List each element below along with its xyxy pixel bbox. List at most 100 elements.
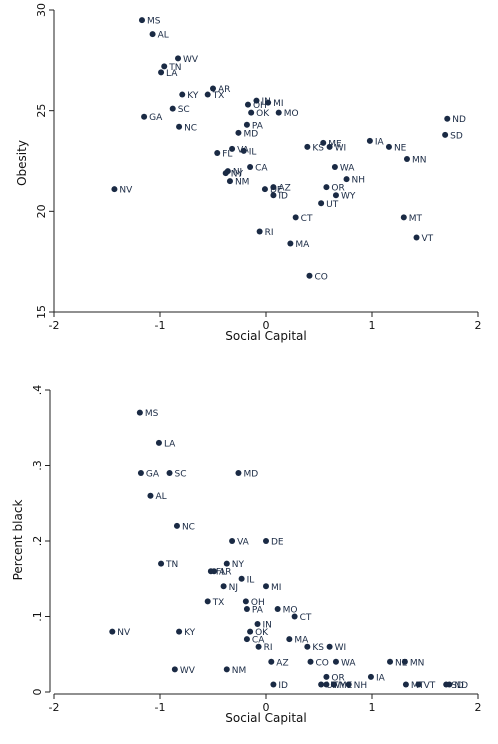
obesity-x-tick-label: 0 [263, 319, 270, 332]
obesity-point-label-co: CO [314, 272, 327, 282]
obesity-point-nc [176, 123, 183, 130]
percent-black-point-label-oh: OH [251, 598, 265, 608]
percent-black-point-ga [137, 470, 144, 477]
percent-black-point-sc [166, 470, 173, 477]
obesity-point-label-mi: MI [273, 99, 283, 109]
obesity-point-tn [161, 63, 168, 70]
percent-black-point-nm [223, 666, 230, 673]
obesity-point-ny [222, 170, 229, 177]
obesity-point-label-ct: CT [301, 214, 313, 224]
percent-black-point-label-id: ID [278, 681, 288, 691]
obesity-y-tick-label: 30 [35, 3, 48, 17]
percent-black-point-pa [243, 605, 250, 612]
percent-black-point-label-in: IN [263, 621, 272, 631]
percent-black-point-label-co: CO [316, 658, 329, 668]
obesity-point-label-wa: WA [340, 164, 355, 174]
percent-black-point-az [268, 658, 275, 665]
percent-black-point-label-ca: CA [252, 636, 265, 646]
percent-black-point-label-nc: NC [182, 522, 195, 532]
obesity-point-label-ne: NE [394, 143, 407, 153]
obesity-point-nd [444, 115, 451, 122]
percent-black-point-ny [223, 560, 230, 567]
obesity-point-label-ks: KS [312, 143, 324, 153]
percent-black-point-ca [243, 636, 250, 643]
obesity-point-ne [385, 143, 392, 150]
obesity-x-tick-label: 1 [369, 319, 376, 332]
percent-black-point-ks [304, 643, 311, 650]
obesity-point-label-mo: MO [284, 109, 299, 119]
percent-black-point-label-ga: GA [146, 470, 160, 480]
obesity-point-az [270, 184, 277, 191]
obesity-point-al [149, 31, 156, 38]
percent-black-point-md [235, 470, 242, 477]
percent-black-point-label-mi: MI [271, 583, 281, 593]
obesity-point-label-wv: WV [183, 55, 199, 65]
percent-black-point-ma [286, 636, 293, 643]
percent-black-point-label-vt: VT [424, 681, 436, 691]
percent-black-point-label-va: VA [237, 538, 250, 548]
obesity-point-sc [169, 105, 176, 112]
percent-black-scatter-chart: Percent black Social Capital -2 -1 0 1 2 0 .1.… [11, 385, 482, 725]
obesity-point-label-wy: WY [341, 192, 356, 202]
obesity-point-ia [366, 137, 373, 144]
obesity-point-label-ga: GA [149, 113, 163, 123]
obesity-y-axis-title: Obesity [15, 140, 29, 186]
percent-black-point-label-nh: NH [354, 681, 368, 691]
obesity-point-label-tx: TX [212, 91, 225, 101]
obesity-point-ga [141, 113, 148, 120]
percent-black-point-label-az: AZ [276, 658, 288, 668]
percent-black-point-va [229, 538, 236, 544]
obesity-point-vt [413, 234, 420, 241]
percent-black-x-tick-label: 0 [263, 701, 270, 714]
obesity-point-label-ia: IA [375, 137, 385, 147]
obesity-point-label-oh: OH [253, 101, 267, 111]
obesity-point-label-az: AZ [278, 184, 290, 194]
percent-black-point-label-ma: MA [294, 636, 309, 646]
obesity-point-label-nm: NM [235, 178, 250, 188]
obesity-point-label-pa: PA [252, 121, 264, 131]
percent-black-point-nc [173, 522, 180, 529]
percent-black-point-nd [446, 681, 453, 688]
percent-black-point-label-il: IL [247, 575, 255, 585]
percent-black-point-mt [402, 681, 409, 688]
obesity-x-tick-label: -2 [49, 319, 60, 332]
percent-black-point-mi [263, 583, 269, 590]
percent-black-point-ut [318, 681, 325, 688]
obesity-point-mo [275, 109, 282, 116]
obesity-point-label-id: ID [278, 192, 288, 202]
percent-black-x-axis-title: Social Capital [225, 711, 306, 725]
obesity-point-label-nv: NV [119, 186, 133, 196]
percent-black-x-tick-label: 1 [369, 701, 376, 714]
percent-black-point-label-ri: RI [264, 643, 273, 653]
percent-black-point-wa [332, 658, 339, 665]
obesity-point-label-ny: NY [231, 170, 244, 180]
obesity-y-tick-label: 20 [35, 204, 48, 218]
obesity-point-label-sd: SD [450, 131, 463, 141]
obesity-scatter-panel: Obesity Social Capital -2 -1 0 1 2 15 20 25 30 MS… [15, 3, 482, 343]
obesity-point-ca [247, 164, 254, 171]
percent-black-point-label-ne: NE [395, 658, 408, 668]
percent-black-point-label-la: LA [164, 439, 176, 449]
percent-black-point-la [155, 439, 162, 446]
obesity-point-la [158, 69, 165, 76]
obesity-point-label-nd: ND [452, 115, 466, 125]
obesity-point-label-la: LA [166, 69, 178, 79]
percent-black-point-label-sc: SC [175, 470, 187, 480]
percent-black-point-oh [242, 598, 249, 605]
percent-black-point-ri [255, 643, 262, 650]
obesity-point-label-me: ME [328, 139, 342, 149]
percent-black-point-vt [415, 681, 422, 688]
percent-black-point-al [147, 492, 154, 499]
percent-black-point-label-tx: TX [212, 598, 225, 608]
obesity-point-ut [318, 200, 325, 207]
percent-black-point-label-mn: MN [410, 658, 425, 668]
obesity-point-or [323, 184, 330, 191]
percent-black-point-wi [326, 643, 333, 650]
percent-black-point-ia [367, 673, 374, 680]
obesity-point-wy [332, 192, 339, 199]
percent-black-y-tick-label: .3 [31, 460, 44, 471]
percent-black-point-label-sd: SD [451, 681, 464, 691]
percent-black-point-nj [220, 583, 227, 590]
obesity-point-label-ok: OK [256, 109, 270, 119]
obesity-point-label-mt: MT [409, 214, 423, 224]
